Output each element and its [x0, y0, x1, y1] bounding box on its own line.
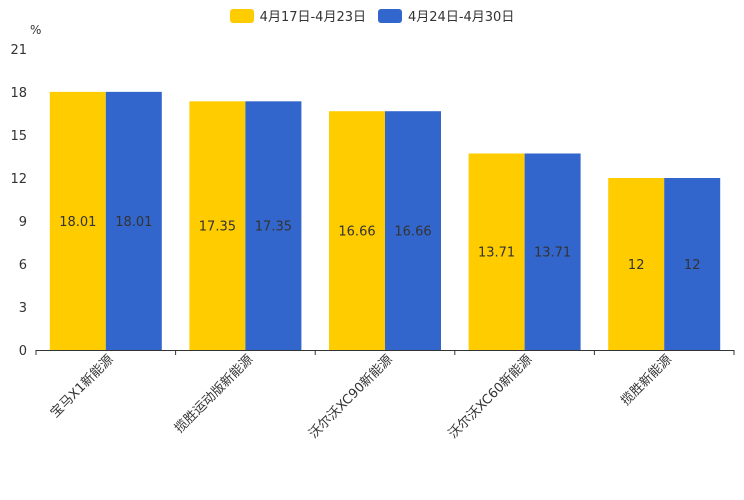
y-tick-label: 3 [19, 301, 27, 316]
bar-value-label: 13.71 [534, 246, 571, 261]
bar [664, 178, 721, 350]
legend-label-series-2: 4月24日-4月30日 [408, 10, 515, 25]
bar [524, 153, 581, 350]
bars: 18.01 18.01 17.35 17.35 16.66 16.66 13.71 13.71… [49, 91, 721, 351]
bar-value-label: 18.01 [115, 215, 152, 230]
bar [189, 101, 246, 350]
legend-label-series-1: 4月17日-4月23日 [259, 10, 366, 25]
bar-value-label: 12 [684, 258, 701, 273]
bar-value-label: 17.35 [199, 220, 236, 235]
y-tick-label: 6 [19, 258, 27, 273]
bar-value-label: 16.66 [394, 225, 431, 240]
bar-value-label: 17.35 [255, 220, 292, 235]
x-axis: 宝马X1新能源 揽胜运动版新能源 沃尔沃XC90新能源 沃尔沃XC60新能源 揽胜新能源 [35, 350, 735, 442]
y-tick-label: 21 [10, 43, 27, 58]
legend-item-series-1[interactable]: 4月17日-4月23日 [229, 6, 366, 25]
legend-item-series-2[interactable]: 4月24日-4月30日 [378, 6, 514, 25]
bar [49, 91, 106, 351]
y-axis: 0 3 6 9 12 15 18 21 [10, 43, 27, 359]
y-tick-label: 0 [19, 344, 27, 359]
bar [608, 178, 665, 350]
x-tick-label: 揽胜新能源 [618, 352, 675, 409]
legend-swatch-series-2 [378, 8, 402, 23]
bar-value-label: 12 [628, 258, 645, 273]
bar [385, 111, 441, 350]
bar-value-label: 18.01 [59, 215, 96, 230]
bar [105, 91, 162, 351]
legend-swatch-series-1 [229, 8, 254, 23]
bar [245, 101, 302, 350]
y-tick-label: 12 [10, 172, 27, 187]
x-tick-label: 揽胜运动版新能源 [171, 352, 256, 437]
y-unit-label: % [30, 23, 41, 37]
legend: 4月17日-4月23日 4月24日-4月30日 [0, 6, 744, 25]
bar-value-label: 13.71 [478, 246, 515, 261]
x-tick-label: 沃尔沃XC60新能源 [445, 352, 535, 442]
bar [329, 111, 385, 350]
y-tick-label: 9 [19, 215, 27, 230]
y-tick-label: 15 [10, 129, 27, 144]
y-tick-label: 18 [10, 86, 27, 101]
x-tick-label: 沃尔沃XC90新能源 [306, 352, 396, 442]
bar [468, 153, 525, 350]
bar-value-label: 16.66 [338, 225, 375, 240]
x-tick-label: 宝马X1新能源 [47, 352, 116, 421]
